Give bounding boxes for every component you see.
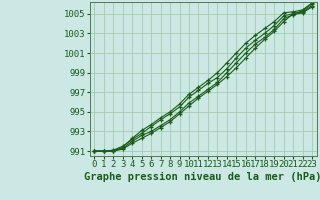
X-axis label: Graphe pression niveau de la mer (hPa): Graphe pression niveau de la mer (hPa): [84, 172, 320, 182]
